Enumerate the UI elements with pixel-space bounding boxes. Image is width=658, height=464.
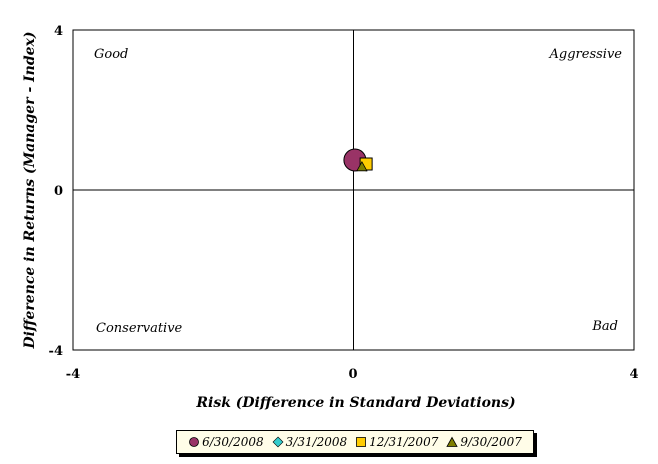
legend-label: 6/30/2008 (202, 435, 264, 449)
x-tick-mid: 0 (348, 367, 357, 382)
y-tick-mid: 0 (54, 184, 63, 199)
x-tick-left: -4 (66, 367, 80, 382)
legend-label: 12/31/2007 (369, 435, 439, 449)
x-tick-right: 4 (629, 367, 638, 382)
legend-item-6-30-2008: 6/30/2008 (188, 435, 264, 449)
legend-item-3-31-2008: 3/31/2008 (272, 435, 348, 449)
legend-label: 9/30/2007 (460, 435, 522, 449)
square-marker-icon (356, 437, 367, 447)
y-tick-top: 4 (54, 24, 63, 39)
legend-item-9-30-2007: 9/30/2007 (446, 435, 522, 449)
legend-label: 3/31/2008 (285, 435, 348, 449)
y-tick-bottom: -4 (49, 344, 63, 359)
legend: 6/30/2008 3/31/2008 12/31/2007 9/30/2007 (176, 430, 534, 454)
circle-marker-icon (189, 437, 200, 447)
triangle-marker-icon (446, 436, 459, 447)
quadrant-label-aggressive: Aggressive (549, 47, 623, 62)
x-axis-title: Risk (Difference in Standard Deviations) (195, 395, 515, 411)
legend-item-12-31-2007: 12/31/2007 (355, 435, 438, 449)
diamond-marker-icon (272, 436, 284, 448)
data-points (343, 148, 373, 172)
data-point-triangle (356, 160, 368, 172)
quadrant-label-bad: Bad (591, 319, 618, 334)
y-axis-title: Difference in Returns (Manager - Index) (22, 31, 38, 349)
quadrant-label-good: Good (94, 47, 128, 62)
quadrant-label-conservative: Conservative (96, 321, 183, 336)
